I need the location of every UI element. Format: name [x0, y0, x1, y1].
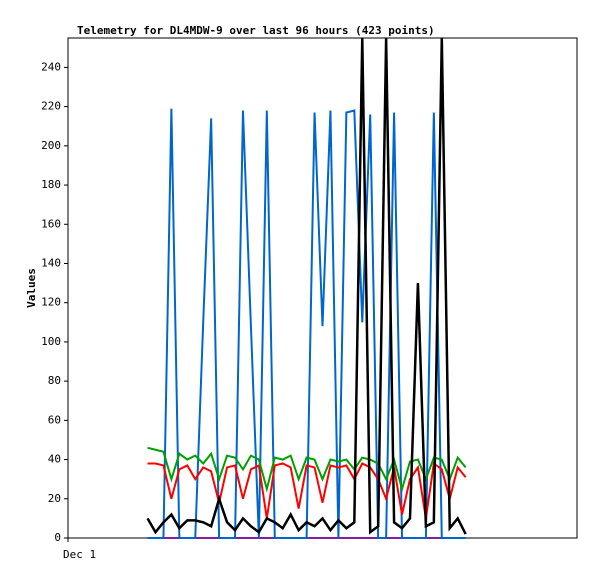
y-tick-label: 200 — [41, 139, 61, 152]
y-tick-label: 80 — [48, 374, 61, 387]
series-line — [146, 37, 467, 535]
y-tick-label: 20 — [48, 492, 61, 505]
y-tick-label: 240 — [41, 60, 61, 73]
y-tick-label: 120 — [41, 296, 61, 309]
y-tick-label: 160 — [41, 217, 61, 230]
y-axis-label: Values — [25, 268, 38, 308]
y-tick-label: 40 — [48, 453, 61, 466]
y-tick-label: 100 — [41, 335, 61, 348]
y-tick-label: 0 — [54, 531, 61, 544]
series-line — [147, 108, 466, 539]
x-tick-label: Dec 1 — [63, 548, 96, 561]
plot-frame — [67, 37, 578, 539]
chart-title: Telemetry for DL4MDW-9 over last 96 hour… — [77, 24, 435, 37]
y-tick-label: 60 — [48, 413, 61, 426]
y-tick-label: 180 — [41, 178, 61, 191]
y-tick-label: 140 — [41, 256, 61, 269]
y-tick-label: 220 — [41, 100, 61, 113]
